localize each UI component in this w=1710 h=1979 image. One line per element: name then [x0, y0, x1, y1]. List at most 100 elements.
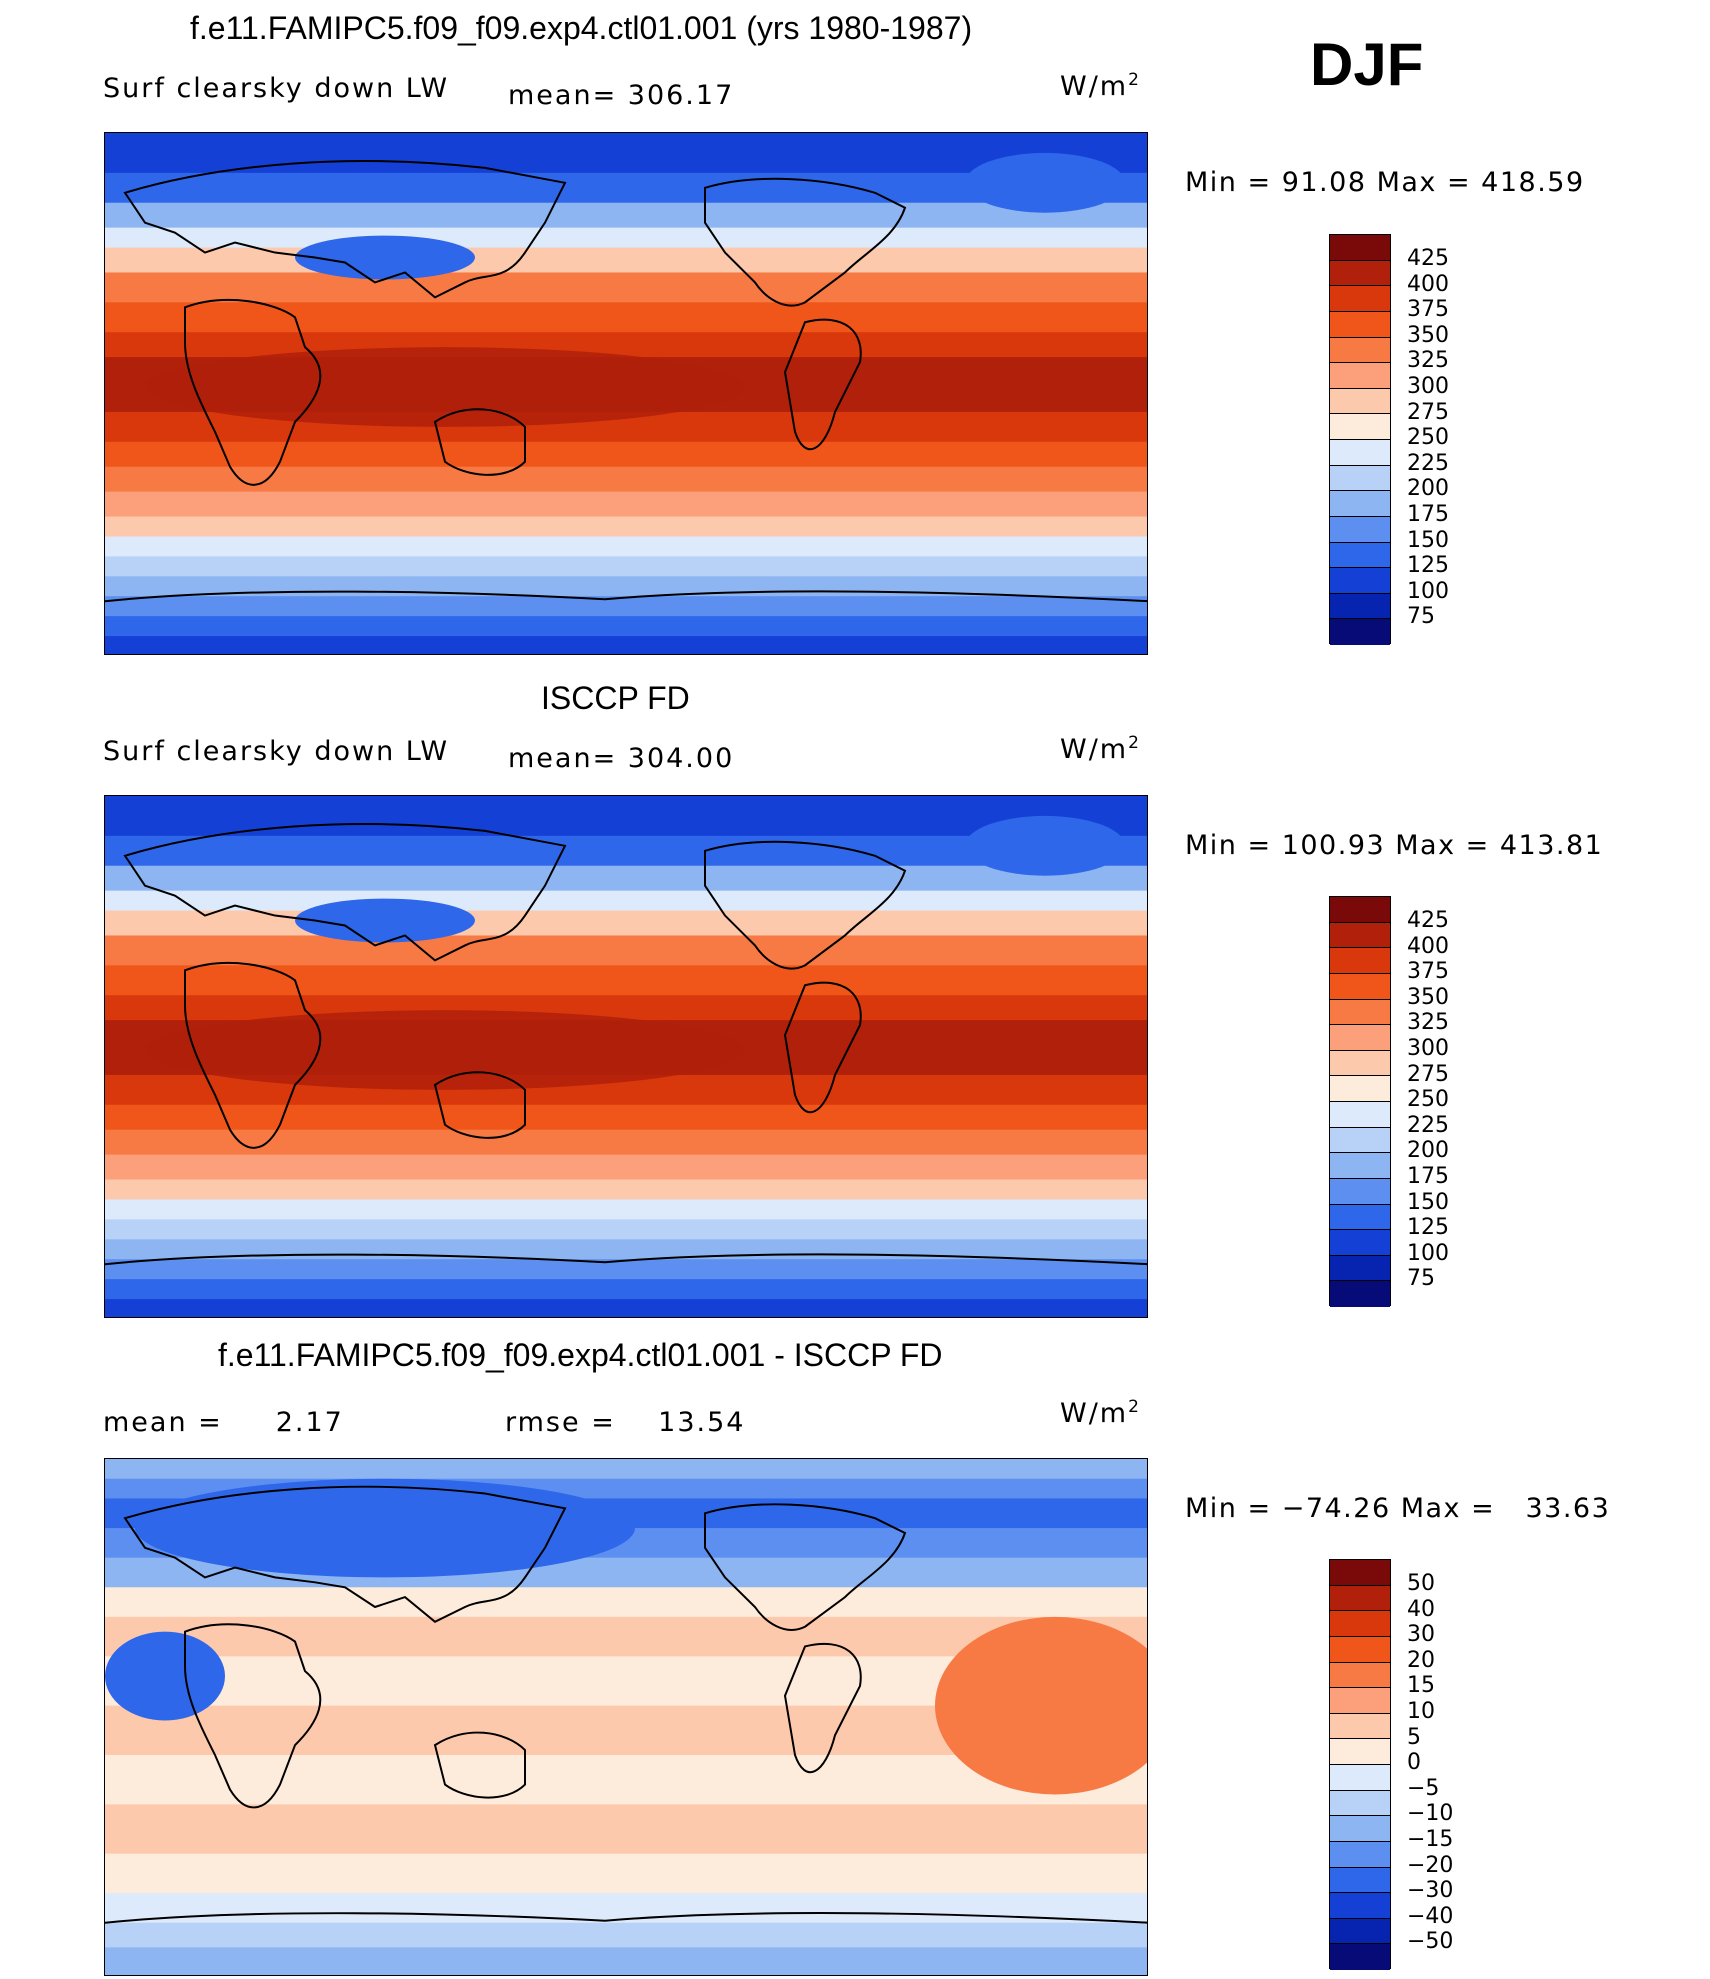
colorbar-tick-label: 250 [1407, 425, 1449, 451]
panel2-units-label: W/m2 [1060, 733, 1141, 765]
colorbar-swatch [1330, 1025, 1390, 1051]
colorbar-swatch [1330, 286, 1390, 312]
panel3-rmse-label: rmse = 13.54 [505, 1407, 746, 1438]
panel1-map [104, 132, 1148, 655]
colorbar-tick-label: 225 [1407, 450, 1449, 476]
colorbar-swatch [1330, 388, 1390, 415]
map-band [105, 1459, 1147, 1480]
map-band [105, 466, 1147, 493]
map-band [105, 536, 1147, 558]
coastline [704, 177, 907, 307]
coastline [704, 1503, 907, 1631]
colorbar-swatch [1330, 1790, 1390, 1817]
map-band [105, 865, 1147, 892]
map-band [105, 516, 1147, 538]
map-band [105, 202, 1147, 229]
panel2-colorbar [1329, 896, 1391, 1307]
colorbar-swatch [1330, 311, 1390, 338]
colorbar-swatch [1330, 516, 1390, 543]
map-band [105, 935, 1147, 967]
colorbar-swatch [1330, 1893, 1390, 1919]
coastline [105, 590, 1147, 603]
warm-pool [145, 1010, 745, 1090]
panel1-variable-label: Surf clearsky down LW [103, 73, 450, 104]
colorbar-swatch [1330, 1585, 1390, 1612]
map-band [105, 247, 1147, 274]
colorbar-tick-label: 300 [1407, 373, 1449, 399]
map-band [105, 1154, 1147, 1181]
colorbar-tick-label: 425 [1407, 908, 1449, 933]
colorbar-swatch [1330, 948, 1390, 974]
colorbar-tick-label: 275 [1407, 399, 1449, 425]
colorbar-tick-label: 150 [1407, 1189, 1449, 1215]
colorbar-tick-label: −40 [1407, 1903, 1454, 1929]
colorbar-swatch [1330, 1841, 1390, 1868]
map-band [105, 1804, 1147, 1855]
colorbar-tick-label: 325 [1407, 1010, 1449, 1036]
coastline [433, 408, 526, 476]
map-band [105, 1179, 1147, 1201]
colorbar-tick-label: 300 [1407, 1035, 1449, 1061]
coastline [105, 1912, 1147, 1924]
panel3-colorbar [1329, 1559, 1391, 1970]
colorbar-tick-label: −15 [1407, 1826, 1454, 1852]
panel1-units-label: W/m2 [1060, 70, 1141, 102]
colorbar-tick-label: −5 [1407, 1775, 1440, 1801]
colorbar-tick-label: 125 [1407, 553, 1449, 579]
colorbar-swatch [1330, 897, 1390, 923]
colorbar-swatch [1330, 1636, 1390, 1663]
cold-region [965, 152, 1125, 213]
panel3-colorbar-labels: 50 40 30 20 15 10 5 0 −5 −10 −15 −20 −30 −40 −50 [1407, 1571, 1453, 1955]
colorbar-tick-label: 175 [1407, 1163, 1449, 1189]
coastline [123, 1485, 567, 1623]
colorbar-swatch [1330, 568, 1390, 594]
panel2-colorbar-labels: 425 400 375 350 325 300 275 250 225 200 175 150 125 1… [1407, 908, 1449, 1292]
coastline [184, 961, 322, 1149]
colorbar-swatch [1330, 1944, 1390, 1970]
colorbar-swatch [1330, 999, 1390, 1026]
colorbar-swatch [1330, 619, 1390, 645]
colorbar-tick-label: 375 [1407, 959, 1449, 985]
map-band [105, 910, 1147, 937]
map-band [105, 1104, 1147, 1131]
colorbar-tick-label: 425 [1407, 246, 1449, 271]
colorbar-tick-label: −20 [1407, 1852, 1454, 1878]
panel3-units-label: W/m2 [1060, 1397, 1141, 1429]
colorbar-swatch [1330, 337, 1390, 364]
panel1-mean-label: mean= 306.17 [508, 80, 735, 111]
colorbar-tick-label: 250 [1407, 1087, 1449, 1113]
colorbar-swatch [1330, 1662, 1390, 1689]
warm-pool [145, 347, 745, 427]
coastline [433, 1071, 526, 1139]
coastline [783, 981, 862, 1114]
panel2-mean-label: mean= 304.00 [508, 743, 735, 774]
colorbar-tick-label: 50 [1407, 1571, 1435, 1596]
panel2-variable-label: Surf clearsky down LW [103, 736, 450, 767]
map-band [105, 1947, 1147, 1975]
cold-region [965, 815, 1125, 876]
coastline [704, 840, 907, 970]
map-band [105, 796, 1147, 837]
map-band [105, 1219, 1147, 1241]
colorbar-swatch [1330, 922, 1390, 949]
map-band [105, 616, 1147, 638]
map-band [105, 995, 1147, 1022]
colorbar-tick-label: 100 [1407, 578, 1449, 604]
cold-region [295, 898, 475, 943]
colorbar-tick-label: 350 [1407, 322, 1449, 348]
colorbar-tick-label: 175 [1407, 501, 1449, 527]
colorbar-swatch [1330, 1230, 1390, 1256]
panel3-map [104, 1458, 1148, 1976]
colorbar-swatch [1330, 1153, 1390, 1179]
map-band [105, 1587, 1147, 1618]
panel2-title: ISCCP FD [541, 680, 690, 716]
map-band [105, 332, 1147, 359]
coastline [184, 1623, 322, 1809]
season-label: DJF [1310, 31, 1424, 98]
cold-region [295, 235, 475, 280]
colorbar-swatch [1330, 465, 1390, 492]
map-field [105, 133, 1147, 654]
colorbar-swatch [1330, 1204, 1390, 1231]
colorbar-tick-label: 400 [1407, 933, 1449, 959]
colorbar-swatch [1330, 1765, 1390, 1791]
